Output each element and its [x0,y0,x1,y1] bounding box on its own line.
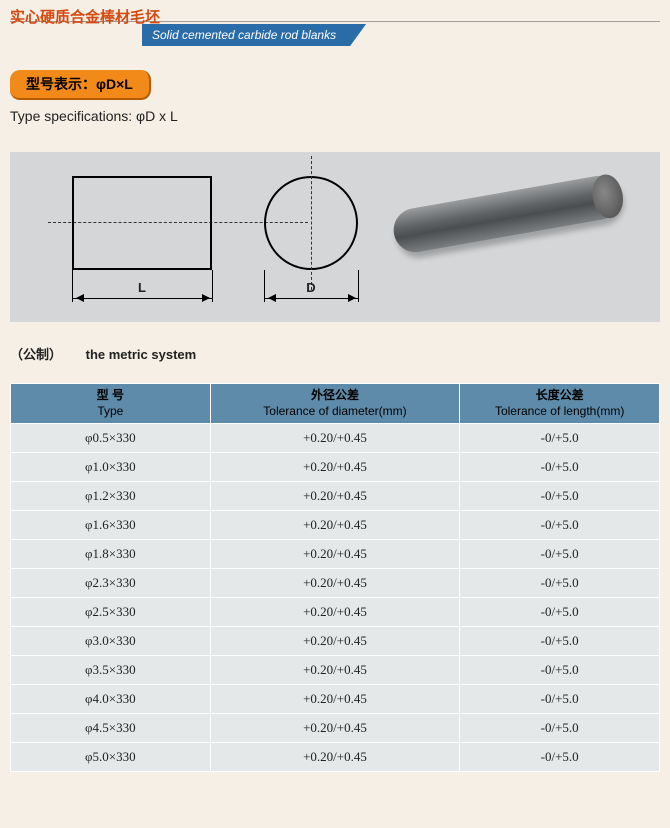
table-cell: +0.20/+0.45 [210,656,460,685]
table-header-row: 型 号 Type 外径公差 Tolerance of diameter(mm) … [11,384,660,424]
table-cell: -0/+5.0 [460,627,660,656]
table-row: φ0.5×330+0.20/+0.45-0/+5.0 [11,424,660,453]
dim-line [72,298,212,299]
table-cell: -0/+5.0 [460,743,660,772]
diagram-side-view [72,176,212,270]
metric-en: the metric system [86,347,197,362]
table-cell: -0/+5.0 [460,540,660,569]
table-row: φ4.0×330+0.20/+0.45-0/+5.0 [11,685,660,714]
table-cell: +0.20/+0.45 [210,743,460,772]
spec-area: 型号表示：φD×L Type specifications: φD x L [0,46,670,128]
title-cn: 实心硬质合金棒材毛坯 [10,6,660,27]
table-cell: +0.20/+0.45 [210,453,460,482]
col-header-en: Tolerance of diameter(mm) [215,404,456,420]
table-cell: φ2.5×330 [11,598,211,627]
dim-label-L: L [72,280,212,295]
table-cell: φ4.5×330 [11,714,211,743]
col-header-length: 长度公差 Tolerance of length(mm) [460,384,660,424]
table-cell: +0.20/+0.45 [210,685,460,714]
table-row: φ1.6×330+0.20/+0.45-0/+5.0 [11,511,660,540]
col-header-en: Tolerance of length(mm) [464,404,655,420]
table-row: φ1.8×330+0.20/+0.45-0/+5.0 [11,540,660,569]
table-cell: +0.20/+0.45 [210,511,460,540]
table-cell: +0.20/+0.45 [210,714,460,743]
table-cell: -0/+5.0 [460,685,660,714]
table-cell: -0/+5.0 [460,453,660,482]
spec-en: Type specifications: φD x L [10,108,660,124]
arrow-icon [348,294,360,302]
table-body: φ0.5×330+0.20/+0.45-0/+5.0φ1.0×330+0.20/… [11,424,660,772]
col-header-cn: 外径公差 [215,388,456,404]
dim-label-D: D [264,280,358,295]
table-cell: φ1.0×330 [11,453,211,482]
table-cell: -0/+5.0 [460,511,660,540]
table-cell: -0/+5.0 [460,482,660,511]
table-cell: φ2.3×330 [11,569,211,598]
arrow-icon [202,294,214,302]
arrow-icon [72,294,84,302]
table-cell: +0.20/+0.45 [210,540,460,569]
table-cell: -0/+5.0 [460,424,660,453]
diagram-panel: L D [10,152,660,322]
spec-badge: 型号表示：φD×L [10,70,151,100]
metric-label: （公制） the metric system [0,322,670,375]
table-cell: φ0.5×330 [11,424,211,453]
table-cell: φ5.0×330 [11,743,211,772]
table-cell: -0/+5.0 [460,598,660,627]
table-row: φ5.0×330+0.20/+0.45-0/+5.0 [11,743,660,772]
table-cell: φ3.5×330 [11,656,211,685]
arrow-icon [264,294,276,302]
table-cell: -0/+5.0 [460,714,660,743]
table-row: φ1.0×330+0.20/+0.45-0/+5.0 [11,453,660,482]
table-cell: +0.20/+0.45 [210,424,460,453]
tolerance-table: 型 号 Type 外径公差 Tolerance of diameter(mm) … [10,383,660,772]
diagram-rod-3d [390,172,624,255]
table-cell: +0.20/+0.45 [210,598,460,627]
table-cell: +0.20/+0.45 [210,569,460,598]
table-cell: φ1.6×330 [11,511,211,540]
table-cell: +0.20/+0.45 [210,482,460,511]
title-area: 实心硬质合金棒材毛坯 Solid cemented carbide rod bl… [0,0,670,46]
col-header-en: Type [15,404,206,420]
title-rule [10,21,660,22]
table-cell: φ3.0×330 [11,627,211,656]
title-en: Solid cemented carbide rod blanks [152,28,336,42]
table-row: φ4.5×330+0.20/+0.45-0/+5.0 [11,714,660,743]
table-row: φ3.5×330+0.20/+0.45-0/+5.0 [11,656,660,685]
table-cell: +0.20/+0.45 [210,627,460,656]
metric-cn: （公制） [10,347,62,362]
col-header-type: 型 号 Type [11,384,211,424]
table-row: φ3.0×330+0.20/+0.45-0/+5.0 [11,627,660,656]
col-header-diameter: 外径公差 Tolerance of diameter(mm) [210,384,460,424]
dim-line [264,298,358,299]
table-cell: -0/+5.0 [460,656,660,685]
table-cell: φ4.0×330 [11,685,211,714]
table-cell: -0/+5.0 [460,569,660,598]
col-header-cn: 型 号 [15,388,206,404]
col-header-cn: 长度公差 [464,388,655,404]
table-cell: φ1.8×330 [11,540,211,569]
table-head: 型 号 Type 外径公差 Tolerance of diameter(mm) … [11,384,660,424]
table-row: φ2.3×330+0.20/+0.45-0/+5.0 [11,569,660,598]
table-cell: φ1.2×330 [11,482,211,511]
table-row: φ2.5×330+0.20/+0.45-0/+5.0 [11,598,660,627]
table-row: φ1.2×330+0.20/+0.45-0/+5.0 [11,482,660,511]
title-band: Solid cemented carbide rod blanks [142,24,366,46]
diagram-centerline-v [311,156,312,290]
